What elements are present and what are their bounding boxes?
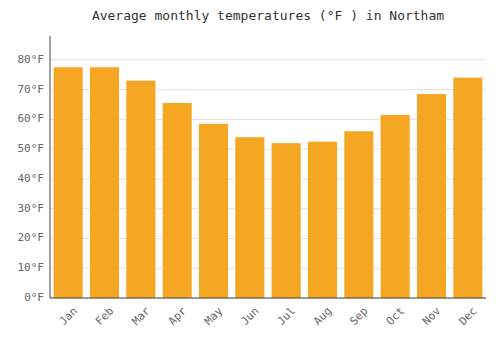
- x-tick-label: Jun: [238, 305, 261, 328]
- bar: [308, 142, 337, 298]
- chart: 0°F 10°F 20°F 30°F 40°F 50°F 60°F 70°F 80°F Jan Fe…: [0, 0, 500, 350]
- y-tick-label: 20°F: [18, 231, 45, 244]
- y-tick-label: 30°F: [18, 202, 45, 215]
- bar: [453, 78, 482, 298]
- x-axis-line: [50, 298, 486, 299]
- x-tick-label: Feb: [93, 305, 116, 328]
- y-tick-label: 70°F: [18, 83, 45, 96]
- grid-line: [50, 59, 486, 60]
- x-tick-label: Apr: [166, 304, 190, 328]
- x-tick-label: May: [202, 304, 226, 328]
- bar: [344, 131, 373, 298]
- title: Average monthly temperatures (°F ) in No…: [92, 8, 444, 23]
- bar: [417, 94, 446, 298]
- bar: [90, 67, 119, 298]
- bar: [54, 67, 83, 298]
- x-tick-label: Aug: [311, 305, 334, 328]
- x-tick-label: Mar: [129, 304, 153, 328]
- x-tick-label: Jan: [57, 305, 80, 328]
- x-tick-label: Oct: [384, 305, 407, 328]
- y-tick-labels: 0°F 10°F 20°F 30°F 40°F 50°F 60°F 70°F 80°F: [18, 53, 45, 304]
- bars: [54, 67, 483, 298]
- x-tick-label: Nov: [420, 304, 444, 328]
- y-tick-label: 60°F: [18, 112, 45, 125]
- bar: [199, 124, 228, 298]
- x-tick-label: Sep: [347, 305, 370, 328]
- grid-line: [50, 298, 486, 299]
- y-tick-label: 80°F: [18, 53, 45, 66]
- x-tick-label: Jul: [275, 305, 298, 328]
- chart-container: 0°F 10°F 20°F 30°F 40°F 50°F 60°F 70°F 80°F Jan Fe…: [0, 0, 500, 350]
- y-tick-label: 0°F: [24, 291, 44, 304]
- x-tick-label: Dec: [456, 305, 479, 328]
- y-tick-label: 40°F: [18, 172, 45, 185]
- grid: [50, 60, 486, 298]
- bar: [163, 103, 192, 298]
- bar: [126, 81, 155, 298]
- bar: [381, 115, 410, 298]
- y-tick-label: 50°F: [18, 142, 45, 155]
- y-tick-label: 10°F: [18, 261, 45, 274]
- x-tick-labels: Jan Feb Mar Apr May Jun Jul Aug Sep Oct Nov Dec: [57, 304, 480, 328]
- y-axis-line: [50, 36, 51, 298]
- bar: [235, 137, 264, 298]
- bar: [272, 143, 301, 298]
